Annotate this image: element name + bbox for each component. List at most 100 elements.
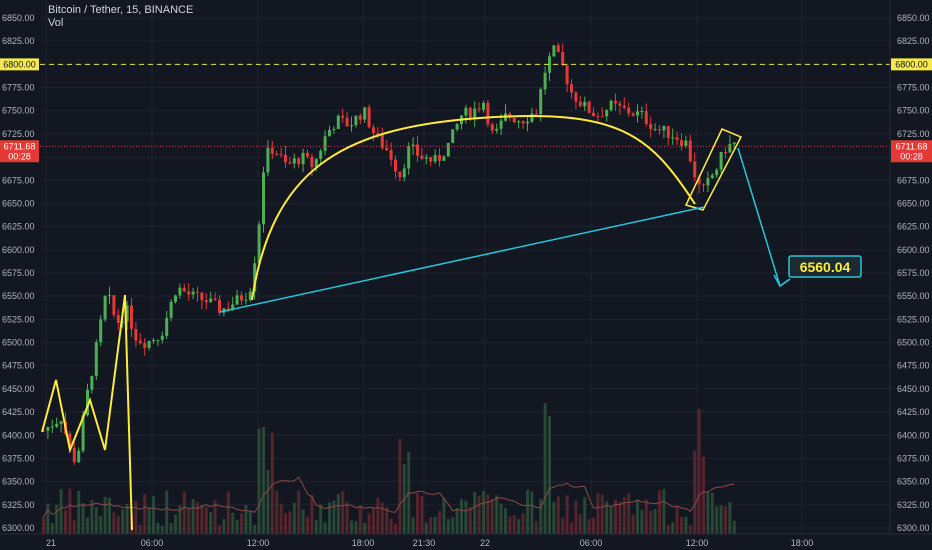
candle-body bbox=[350, 125, 353, 127]
candle-body bbox=[319, 150, 323, 159]
volume-bar bbox=[658, 490, 661, 534]
volume-bar bbox=[446, 519, 450, 534]
candle-body bbox=[288, 162, 292, 164]
volume-bar bbox=[614, 499, 617, 534]
candle-body bbox=[376, 133, 380, 135]
left-price-tick-label: 6750.00 bbox=[2, 106, 35, 116]
candle-body bbox=[517, 121, 521, 123]
volume-bar bbox=[460, 499, 463, 534]
left-price-axis[interactable]: 6850.00 6825.00 6800.00 6775.00 6750.00 6725.… bbox=[2, 13, 35, 533]
volume-bar bbox=[345, 502, 349, 534]
candle-body bbox=[653, 128, 657, 130]
volume-bar bbox=[191, 499, 195, 534]
volume-bar bbox=[521, 513, 525, 534]
volume-bar bbox=[103, 496, 107, 534]
volume-bar bbox=[134, 500, 138, 534]
current-price-tag-right: 6711.68 00:28 bbox=[891, 140, 932, 163]
candle-body bbox=[468, 107, 472, 119]
volume-indicator-label[interactable]: Vol bbox=[48, 17, 64, 29]
candle-body bbox=[570, 84, 573, 93]
svg-text:00:28: 00:28 bbox=[8, 151, 31, 161]
target-label-box[interactable] bbox=[788, 255, 862, 278]
candle-body bbox=[605, 110, 609, 117]
volume-bar bbox=[244, 504, 248, 534]
candle-body bbox=[732, 142, 736, 144]
candle-body bbox=[675, 137, 679, 141]
volume-bar bbox=[631, 514, 635, 534]
candle-body bbox=[328, 129, 331, 137]
volume-bar bbox=[310, 495, 314, 534]
candle-body bbox=[464, 107, 468, 116]
price-tick-label: 6475.00 bbox=[897, 361, 930, 371]
left-price-tick-label: 6325.00 bbox=[2, 500, 35, 510]
candle-body bbox=[614, 100, 617, 104]
left-price-tick-label: 6550.00 bbox=[2, 291, 35, 301]
left-price-tick-label: 6825.00 bbox=[2, 36, 35, 46]
candle-body bbox=[94, 342, 98, 376]
candle-body bbox=[116, 314, 120, 323]
volume-bars bbox=[42, 403, 736, 534]
price-tick-label: 6625.00 bbox=[897, 222, 930, 232]
cyan-projection-arrow[interactable] bbox=[737, 147, 781, 287]
price-tick-label: 6775.00 bbox=[897, 83, 930, 93]
volume-bar bbox=[416, 493, 419, 534]
candle-body bbox=[587, 101, 591, 113]
volume-bar bbox=[636, 499, 639, 534]
candle-body bbox=[600, 116, 604, 118]
volume-bar bbox=[108, 497, 111, 534]
price-tick-label: 6850.00 bbox=[897, 13, 930, 23]
volume-bar bbox=[732, 520, 736, 534]
candle-body bbox=[46, 427, 50, 431]
volume-bar bbox=[257, 428, 261, 534]
volume-bar bbox=[649, 510, 653, 534]
candle-body bbox=[81, 415, 85, 451]
yellow-zigzag-drawing[interactable] bbox=[41, 294, 133, 531]
price-axis[interactable]: 6850.00 6825.00 6800.00 6775.00 6750.00 6725.… bbox=[889, 0, 930, 534]
volume-bar bbox=[222, 519, 226, 534]
volume-bar bbox=[182, 491, 186, 534]
volume-bar bbox=[116, 515, 120, 534]
volume-bar bbox=[468, 506, 472, 534]
candle-body bbox=[658, 128, 661, 131]
volume-bar bbox=[372, 508, 375, 534]
volume-bar bbox=[561, 517, 565, 534]
candle-body bbox=[257, 224, 261, 264]
left-price-tick-label: 6775.00 bbox=[2, 83, 35, 93]
symbol-title[interactable]: Bitcoin / Tether, 15, BINANCE bbox=[48, 4, 194, 16]
candle-body bbox=[178, 287, 182, 296]
price-tick-label: 6400.00 bbox=[897, 430, 930, 440]
candle-body bbox=[394, 159, 397, 172]
candle-body bbox=[706, 178, 710, 186]
volume-bar bbox=[200, 504, 204, 534]
volume-bar bbox=[534, 521, 538, 534]
price-tick-label: 6500.00 bbox=[897, 338, 930, 348]
volume-bar bbox=[570, 522, 573, 534]
time-axis[interactable]: 21 06:00 12:00 18:00 21:30 22 06:00 12:00 18:00 bbox=[0, 533, 932, 550]
chart-legend[interactable]: Bitcoin / Tether, 15, BINANCE Vol bbox=[48, 4, 193, 30]
volume-bar bbox=[121, 509, 125, 534]
volume-bar bbox=[226, 491, 230, 534]
candle-body bbox=[548, 56, 551, 73]
candle-body bbox=[446, 142, 450, 157]
drawing-annotations[interactable]: 6560.04 bbox=[41, 115, 862, 531]
volume-bar bbox=[59, 489, 63, 534]
candle-body bbox=[574, 92, 578, 102]
volume-bar bbox=[644, 499, 648, 534]
volume-bar bbox=[724, 506, 727, 534]
candle-body bbox=[438, 155, 441, 161]
volume-bar bbox=[728, 502, 732, 534]
level-tag-left: 6800.00 bbox=[0, 58, 39, 71]
cyan-trendline-drawing[interactable] bbox=[219, 206, 705, 313]
volume-bar bbox=[341, 491, 345, 534]
volume-bar bbox=[697, 409, 701, 534]
left-price-tick-label: 6675.00 bbox=[2, 175, 35, 185]
candle-body bbox=[240, 295, 243, 301]
left-price-tick-label: 6475.00 bbox=[2, 361, 35, 371]
candle-body bbox=[385, 147, 389, 150]
volume-bar bbox=[719, 505, 723, 534]
candle-body bbox=[684, 140, 688, 146]
rounded-top-arc-drawing[interactable] bbox=[251, 115, 696, 301]
candle-body bbox=[578, 101, 582, 107]
volume-bar bbox=[653, 509, 657, 534]
